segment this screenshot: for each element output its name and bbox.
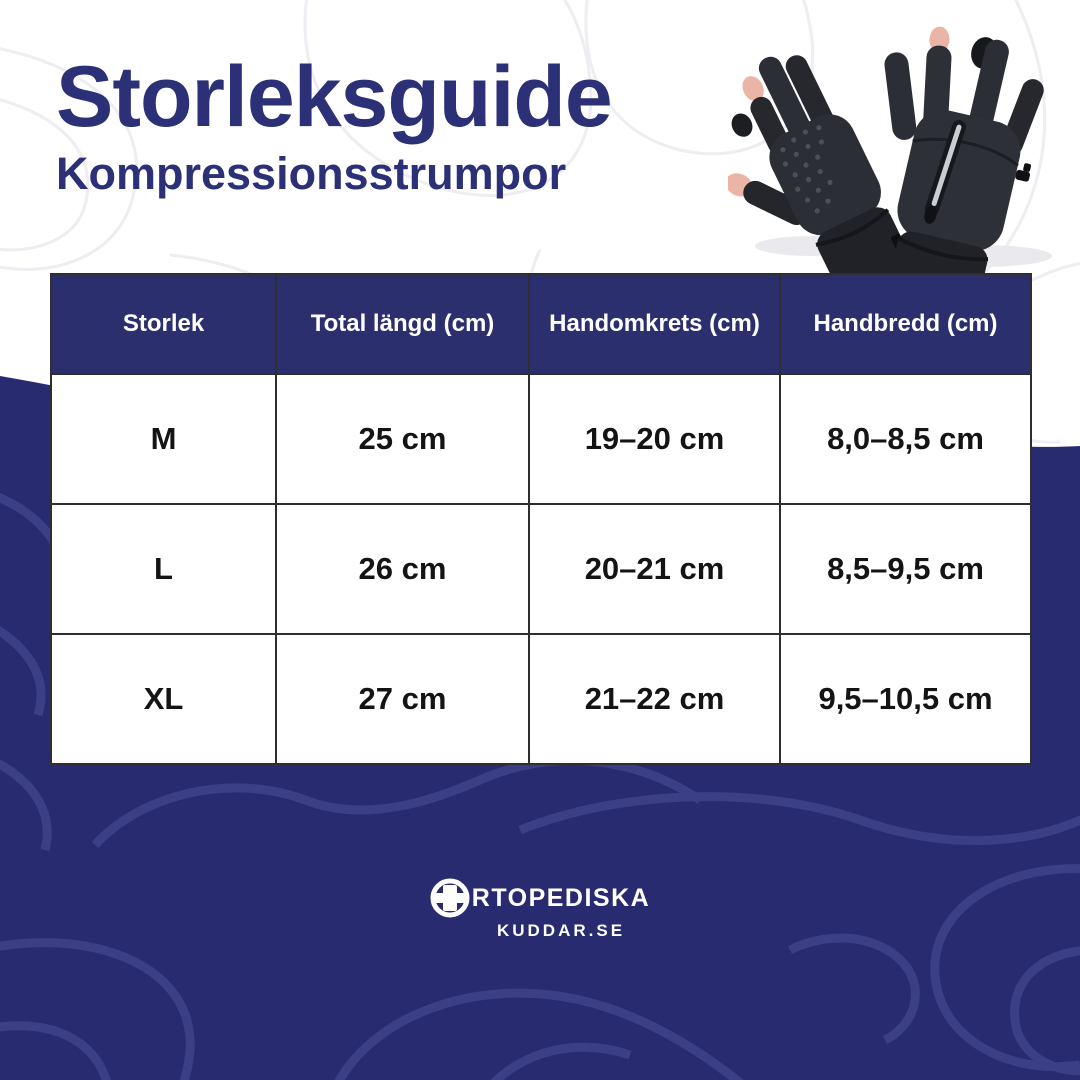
- table-row-l: L 26 cm 20–21 cm 8,5–9,5 cm: [50, 503, 1032, 635]
- bredd-cell: 8,0–8,5 cm: [779, 373, 1032, 505]
- size-cell: XL: [50, 633, 277, 765]
- bredd-cell: 8,5–9,5 cm: [779, 503, 1032, 635]
- brand-logo: RTOPEDISKA KUDDAR.SE: [0, 878, 1080, 941]
- langd-cell: 25 cm: [275, 373, 530, 505]
- table-row-m: M 25 cm 19–20 cm 8,0–8,5 cm: [50, 373, 1032, 505]
- brand-name-text: RTOPEDISKA: [471, 883, 651, 912]
- size-cell: L: [50, 503, 277, 635]
- bredd-cell: 9,5–10,5 cm: [779, 633, 1032, 765]
- omkrets-cell: 20–21 cm: [528, 503, 781, 635]
- page-title: Storleksguide: [56, 49, 613, 145]
- page-subtitle: Kompressionsstrumpor: [56, 148, 567, 200]
- langd-cell: 27 cm: [275, 633, 530, 765]
- medical-cross-icon: [430, 878, 470, 918]
- table-header-row: Storlek Total längd (cm) Handomkrets (cm…: [50, 273, 1032, 375]
- column-header-bredd: Handbredd (cm): [779, 273, 1032, 375]
- table-row-xl: XL 27 cm 21–22 cm 9,5–10,5 cm: [50, 633, 1032, 765]
- langd-cell: 26 cm: [275, 503, 530, 635]
- column-header-storlek: Storlek: [50, 273, 277, 375]
- product-image-gloves: [725, 8, 1078, 337]
- omkrets-cell: 19–20 cm: [528, 373, 781, 505]
- size-table: Storlek Total längd (cm) Handomkrets (cm…: [50, 273, 1032, 765]
- column-header-omkrets: Handomkrets (cm): [528, 273, 781, 375]
- size-cell: M: [50, 373, 277, 505]
- column-header-langd: Total längd (cm): [275, 273, 530, 375]
- omkrets-cell: 21–22 cm: [528, 633, 781, 765]
- brand-domain-text: KUDDAR.SE: [496, 921, 626, 940]
